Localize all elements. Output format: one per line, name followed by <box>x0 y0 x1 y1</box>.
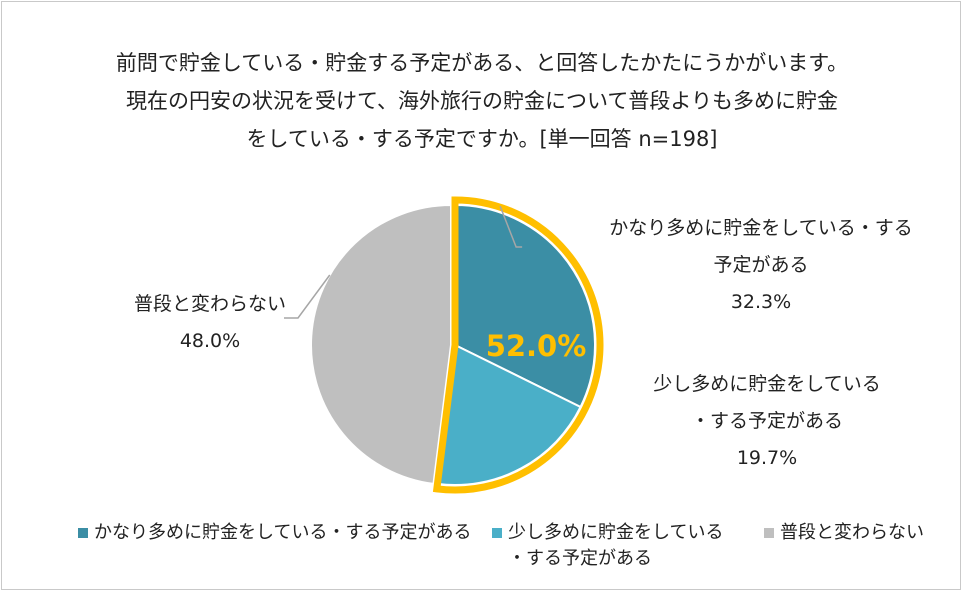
chart-title: 前問で貯金している・貯金する予定がある、と回答したかたにうかがいます。 現在の円… <box>0 44 964 158</box>
legend-label-2: 少し多めに貯金をしている ・する予定がある <box>508 522 724 569</box>
callout-slice-2-line-1: 少し多めに貯金をしている <box>653 373 881 395</box>
legend-swatch-3 <box>764 528 774 538</box>
callout-slice-1: かなり多めに貯金をしている・する 予定がある 32.3% <box>596 210 926 321</box>
highlight-total-label: 52.0% <box>486 329 587 363</box>
callout-slice-1-line-2: 予定がある <box>713 254 809 276</box>
callout-slice-3-value: 48.0% <box>179 330 241 352</box>
highlight-outline <box>432 196 604 494</box>
title-line-3: をしている・する予定ですか。[単一回答 n=198] <box>246 127 718 151</box>
callout-slice-3-line-1: 普段と変わらない <box>133 293 286 315</box>
pie-slice-fudan <box>310 203 452 486</box>
callout-slice-2-line-2: ・する予定がある <box>690 410 843 432</box>
legend-swatch-2 <box>492 528 502 538</box>
leader-line-slice-1 <box>499 205 523 248</box>
callout-slice-1-line-1: かなり多めに貯金をしている・する <box>609 217 913 239</box>
title-line-2: 現在の円安の状況を受けて、海外旅行の貯金について普段よりも多めに貯金 <box>126 89 838 113</box>
legend-item-3: 普段と変わらない <box>764 520 924 546</box>
title-line-1: 前問で貯金している・貯金する予定がある、と回答したかたにうかがいます。 <box>115 51 849 75</box>
legend-item-2: 少し多めに貯金をしている ・する予定がある <box>492 520 723 572</box>
legend-label-3: 普段と変わらない <box>780 522 924 543</box>
legend: かなり多めに貯金をしている・する予定がある 少し多めに貯金をしている ・する予定… <box>0 514 964 584</box>
legend-item-1: かなり多めに貯金をしている・する予定がある <box>78 520 471 546</box>
callout-slice-3: 普段と変わらない 48.0% <box>105 286 315 360</box>
pie-slice-sukoshi <box>436 343 582 486</box>
callout-slice-2-value: 19.7% <box>736 447 798 469</box>
callout-slice-2: 少し多めに貯金をしている ・する予定がある 19.7% <box>622 366 912 477</box>
leader-line-slice-3 <box>284 274 331 319</box>
legend-swatch-1 <box>78 528 88 538</box>
callout-slice-1-value: 32.3% <box>730 291 792 313</box>
pie-slice-kanari <box>454 203 596 409</box>
legend-label-1: かなり多めに貯金をしている・する予定がある <box>94 522 472 543</box>
